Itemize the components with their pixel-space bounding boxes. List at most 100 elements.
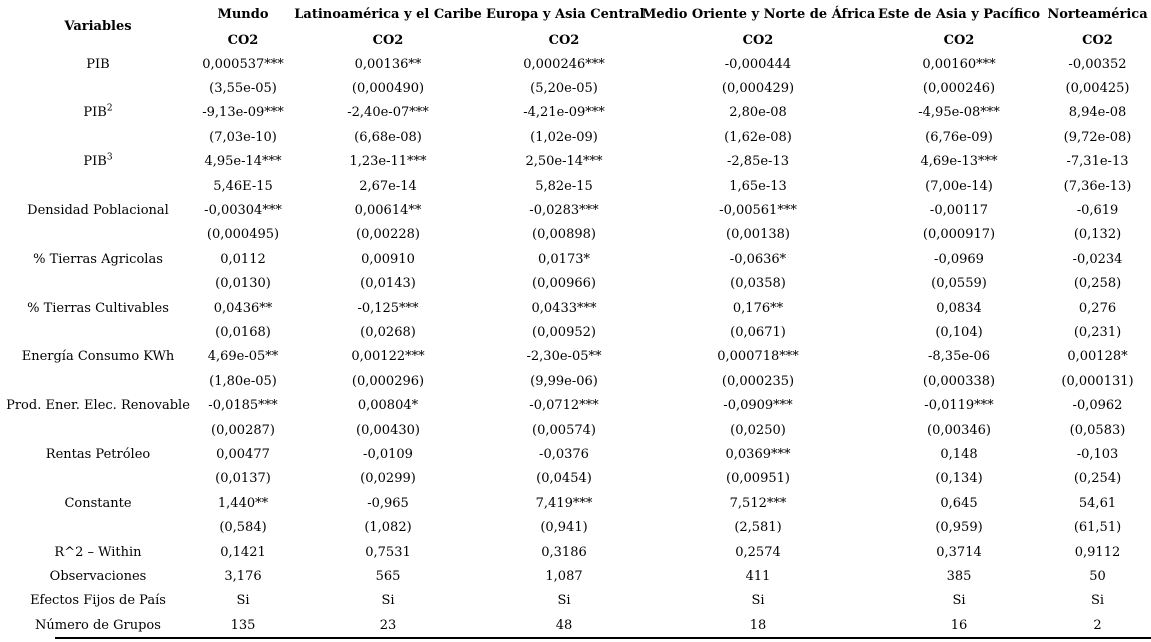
value-cell: 0,000718*** (717, 349, 799, 365)
value-cell: -0,0283*** (529, 203, 599, 219)
value-cell: (0,254) (1073, 471, 1122, 487)
value-cell: (0,0168) (215, 324, 271, 340)
value-cell: 0,00160*** (922, 56, 996, 72)
value-cell: -0,000444 (724, 56, 792, 72)
value-cell: Si (1090, 593, 1105, 609)
value-cell: 0,276 (1078, 300, 1117, 316)
value-cell: (0,000490) (351, 81, 425, 97)
row-label (0, 320, 196, 344)
value-cell: Si (751, 593, 765, 609)
value-cell: (5,20e-05) (530, 81, 598, 97)
header-region-row: Variables Mundo Latinoamérica y el Carib… (0, 0, 1151, 33)
value-cell: (6,76e-09) (925, 129, 993, 145)
value-cell: 50 (1089, 568, 1106, 584)
value-cell: (0,000296) (351, 373, 425, 389)
value-cell: 0,1421 (220, 544, 266, 560)
value-cell: 8,94e-08 (1068, 105, 1127, 121)
row-label: Constante (64, 495, 132, 511)
row-label: % Tierras Agricolas (33, 251, 163, 267)
table-header: Variables Mundo Latinoamérica y el Carib… (0, 0, 1151, 52)
measure-header-co2: CO2 (742, 32, 774, 48)
value-cell: (0,0583) (1069, 422, 1126, 438)
value-cell: 23 (379, 617, 397, 633)
value-cell: -0,00304*** (204, 203, 282, 219)
measure-header-co2: CO2 (372, 32, 404, 48)
table-row: (3,55e-05) (0,000490) (5,20e-05) (0,000429)… (0, 76, 1151, 100)
value-cell: (0,00228) (356, 227, 420, 243)
value-cell: (1,62e-08) (724, 129, 792, 145)
value-cell: (0,00574) (532, 422, 596, 438)
value-cell: -0,0109 (363, 446, 413, 462)
measure-header-co2: CO2 (548, 32, 580, 48)
value-cell: -0,103 (1076, 446, 1119, 462)
table-row: (7,03e-10) (6,68e-08) (1,02e-09) (1,62e-08)… (0, 125, 1151, 149)
value-cell: -8,35e-06 (928, 349, 990, 365)
value-cell: 0,148 (940, 446, 978, 462)
value-cell: 2,80e-08 (729, 105, 787, 121)
header-measure-row: CO2 CO2 CO2 CO2 CO2 CO2 (0, 28, 1151, 52)
measure-header-co2: CO2 (1082, 32, 1113, 48)
value-cell: 4,69e-05** (207, 349, 279, 365)
value-cell: -0,0909*** (723, 398, 793, 414)
row-label (0, 223, 196, 247)
value-cell: 48 (555, 617, 573, 633)
value-cell: (0,258) (1073, 276, 1122, 292)
value-cell: 565 (375, 568, 401, 584)
value-cell: (0,000495) (206, 227, 280, 243)
value-cell: (61,51) (1073, 520, 1122, 536)
row-label: R^2 – Within (54, 544, 142, 560)
row-label (0, 125, 196, 149)
value-cell: 2 (1093, 617, 1102, 633)
value-cell: -0,0969 (934, 251, 984, 267)
table-row: Constante 1,440** -0,965 7,419*** 7,512*** 0,… (0, 491, 1151, 515)
value-cell: 0,0173* (538, 251, 590, 267)
table-bottom-border (55, 637, 1151, 639)
value-cell: (0,0250) (730, 422, 786, 438)
value-cell: (0,000917) (922, 227, 996, 243)
value-cell: 0,00804* (357, 398, 419, 414)
column-header-medio-oriente: Medio Oriente y Norte de África (642, 6, 876, 22)
value-cell: 1,087 (545, 568, 583, 584)
value-cell: 5,46E-15 (213, 178, 273, 194)
results-table-body: PIB 0,000537*** 0,00136** 0,000246*** -0,000… (0, 52, 1151, 637)
value-cell: (0,00951) (726, 471, 790, 487)
table-row: 5,46E-15 2,67e-14 5,82e-15 1,65e-13 (7,00e-1… (0, 174, 1151, 198)
row-label: PIB2 (83, 104, 113, 121)
value-cell: (0,0130) (215, 276, 271, 292)
value-cell: (6,68e-08) (354, 129, 422, 145)
value-cell: -0,00561*** (719, 203, 797, 219)
value-cell: 1,65e-13 (729, 178, 787, 194)
value-cell: (0,959) (935, 520, 983, 536)
row-label (0, 174, 196, 198)
row-label (0, 515, 196, 539)
row-label: Número de Grupos (35, 617, 161, 633)
value-cell: 0,00122*** (351, 349, 425, 365)
value-cell: (0,584) (219, 520, 267, 536)
value-cell: (0,00138) (726, 227, 790, 243)
value-cell: 0,00128* (1067, 349, 1128, 365)
value-cell: 16 (950, 617, 968, 633)
value-cell: 0,176** (732, 300, 784, 316)
row-label: Observaciones (49, 568, 147, 584)
value-cell: 0,3714 (936, 544, 982, 560)
table-row: PIB 0,000537*** 0,00136** 0,000246*** -0,000… (0, 52, 1151, 76)
value-cell: -9,13e-09*** (202, 105, 284, 121)
value-cell: 135 (230, 617, 256, 633)
exponent: 3 (106, 152, 113, 163)
measure-header-co2: CO2 (227, 32, 259, 48)
value-cell: (0,132) (1073, 227, 1122, 243)
value-cell: 0,9112 (1074, 544, 1121, 560)
row-label: Rentas Petróleo (45, 446, 151, 462)
row-label: Prod. Ener. Elec. Renovable (6, 398, 190, 414)
table-row: Energía Consumo KWh 4,69e-05** 0,00122*** -… (0, 345, 1151, 369)
value-cell: (0,00346) (927, 422, 991, 438)
value-cell: 0,00910 (361, 251, 415, 267)
value-cell: (0,000338) (922, 373, 996, 389)
value-cell: (0,0143) (360, 276, 416, 292)
value-cell: (1,02e-09) (530, 129, 598, 145)
value-cell: (1,082) (364, 520, 412, 536)
column-header-europa-asia-central: Europa y Asia Central (486, 6, 645, 22)
value-cell: -4,21e-09*** (523, 105, 605, 121)
table-row: Prod. Ener. Elec. Renovable -0,0185*** 0,0… (0, 393, 1151, 417)
value-cell: (0,00425) (1065, 81, 1130, 97)
